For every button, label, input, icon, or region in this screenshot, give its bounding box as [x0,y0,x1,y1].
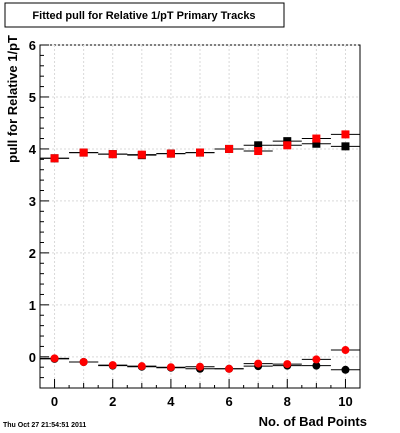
title-box: Fitted pull for Relative 1/pT Primary Tr… [4,2,285,28]
y-tick-label: 3 [29,194,36,209]
data-point-circle [341,365,350,374]
data-point-square [254,141,263,150]
data-point-circle [312,361,321,370]
y-tick-label: 0 [29,350,36,365]
data-point-circle [283,360,292,369]
x-tick-label: 4 [167,394,175,409]
axis-ticks [39,44,361,388]
data-point-square [166,149,175,158]
grid [40,44,360,388]
x-tick-label: 2 [109,394,116,409]
data-point-circle [312,355,321,364]
data-point-square [254,147,263,156]
data-point-square [283,141,292,150]
data-point-circle [254,359,263,368]
data-point-circle [137,362,146,371]
y-tick-label: 5 [29,90,36,105]
data-point-square [79,148,88,157]
y-axis-label: pull for Relative 1/pT [5,35,20,163]
data-point-square [50,154,59,163]
x-axis-label: No. of Bad Points [259,414,367,429]
data-point-circle [341,346,350,355]
title-box-frame [4,2,285,28]
x-tick-label: 0 [51,394,58,409]
data-point-square [196,148,204,157]
plot-frame [39,44,361,389]
data-point-circle [108,361,117,370]
data-point-square [137,150,146,159]
tick-labels: 0 2 4 6 8 10 0 1 2 3 4 5 6 [29,38,353,409]
data-point-square [225,144,234,153]
data-point-square [312,139,321,148]
data-point-circle [225,364,234,373]
y-tick-label: 1 [29,298,36,313]
data-markers [50,130,350,374]
y-tick-label: 2 [29,246,36,261]
x-tick-label: 6 [225,394,232,409]
chart-title: Fitted pull for Relative 1/pT Primary Tr… [32,10,255,22]
data-point-circle [50,354,59,363]
y-tick-label: 4 [29,142,37,157]
data-point-square [341,130,350,139]
data-point-circle [79,358,88,367]
x-tick-label: 10 [338,394,352,409]
data-point-square [108,150,117,159]
data-point-circle [166,363,175,372]
data-point-square [312,134,321,143]
data-point-square [283,137,292,146]
data-point-circle [196,362,204,371]
data-point-square [341,142,350,151]
timestamp: Thu Oct 27 21:54:51 2011 [3,422,86,429]
y-tick-label: 6 [29,38,36,53]
x-tick-label: 8 [284,394,291,409]
